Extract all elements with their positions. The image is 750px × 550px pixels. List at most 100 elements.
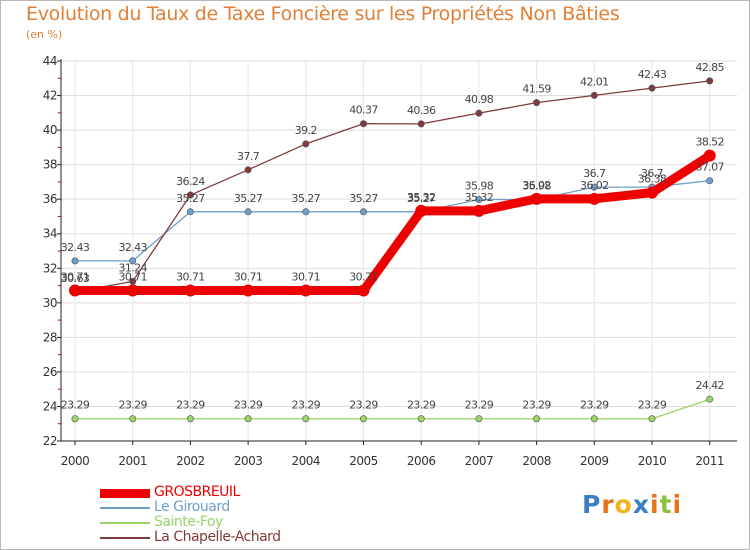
data-point	[245, 209, 251, 215]
data-label: 23.29	[292, 399, 321, 412]
legend-swatch	[100, 489, 150, 498]
y-tick-label: 40	[43, 123, 57, 137]
y-tick-label: 32	[43, 261, 57, 275]
data-label: 35.98	[465, 180, 494, 193]
data-point	[649, 416, 655, 422]
data-point	[588, 193, 600, 205]
data-point	[533, 99, 539, 105]
data-point	[415, 205, 427, 217]
data-label: 35.27	[292, 192, 321, 205]
data-point	[649, 85, 655, 91]
proxiti-logo: Proxiti	[582, 490, 682, 519]
data-label: 35.27	[234, 192, 263, 205]
logo-letter: r	[601, 490, 614, 519]
data-point	[187, 416, 193, 422]
data-point	[418, 121, 424, 127]
data-label: 23.29	[522, 399, 551, 412]
data-point	[245, 416, 251, 422]
series-line-sainte-foy	[75, 399, 710, 419]
y-tick-label: 36	[43, 192, 57, 206]
data-point	[72, 416, 78, 422]
legend-swatch	[100, 507, 150, 509]
data-label: 35.27	[349, 192, 378, 205]
y-tick-label: 42	[43, 89, 57, 103]
data-label: 40.37	[349, 104, 378, 117]
data-label: 35.32	[465, 191, 494, 204]
data-point	[360, 416, 366, 422]
data-point	[130, 416, 136, 422]
x-tick-label: 2006	[407, 454, 436, 468]
data-label: 35.27	[407, 192, 436, 205]
data-label: 32.43	[61, 241, 90, 254]
data-label: 23.29	[638, 399, 667, 412]
logo-letter: t	[660, 490, 673, 519]
data-point	[72, 258, 78, 264]
legend-label: GROSBREUIL	[154, 484, 240, 500]
data-label: 38.52	[695, 136, 724, 149]
data-point	[300, 285, 312, 297]
data-point	[69, 285, 81, 297]
y-tick-label: 34	[43, 227, 57, 241]
data-point	[591, 416, 597, 422]
data-point	[303, 141, 309, 147]
data-point	[418, 416, 424, 422]
data-label: 37.7	[237, 150, 260, 163]
data-label: 36.7	[583, 167, 606, 180]
data-point	[358, 285, 370, 297]
series-line-la-chapelle-achard	[75, 81, 710, 292]
data-label: 36.02	[580, 179, 609, 192]
legend-label: La Chapelle-Achard	[154, 529, 281, 545]
data-point	[303, 416, 309, 422]
x-tick-label: 2011	[695, 454, 724, 468]
x-tick-label: 2000	[61, 454, 90, 468]
data-point	[360, 209, 366, 215]
data-label: 23.29	[61, 399, 90, 412]
data-point	[245, 167, 251, 173]
data-label: 30.71	[176, 271, 205, 284]
data-label: 30.63	[61, 272, 90, 285]
data-point	[707, 78, 713, 84]
data-point	[476, 416, 482, 422]
legend-item: La Chapelle-Achard	[100, 531, 340, 546]
data-point	[187, 209, 193, 215]
data-point	[707, 396, 713, 402]
logo-letter: i	[673, 490, 683, 519]
data-label: 41.59	[522, 83, 551, 96]
x-tick-label: 2009	[580, 454, 609, 468]
legend-swatch	[100, 522, 150, 524]
y-tick-label: 44	[43, 54, 57, 68]
logo-letter: x	[633, 490, 650, 519]
logo-letter: P	[582, 490, 601, 519]
legend-label: Sainte-Foy	[154, 514, 223, 530]
data-point	[127, 285, 139, 297]
y-tick-label: 26	[43, 365, 57, 379]
data-point	[242, 285, 254, 297]
data-point	[707, 178, 713, 184]
data-label: 23.29	[118, 399, 147, 412]
data-label: 32.43	[118, 241, 147, 254]
data-label: 37.07	[695, 161, 724, 174]
data-point	[646, 187, 658, 199]
legend-swatch	[100, 537, 150, 539]
data-label: 24.42	[695, 379, 724, 392]
data-label: 42.01	[580, 75, 609, 88]
data-label: 23.29	[465, 399, 494, 412]
data-label: 30.71	[292, 271, 321, 284]
data-point	[531, 193, 543, 205]
data-label: 35.98	[522, 180, 551, 193]
x-tick-label: 2004	[292, 454, 321, 468]
y-tick-label: 38	[43, 158, 57, 172]
line-chart: 2224262830323436384042442000 2001 2002 2003…	[0, 0, 750, 550]
legend-label: Le Girouard	[154, 499, 230, 515]
data-label: 39.2	[295, 124, 317, 137]
data-label: 23.29	[176, 399, 205, 412]
series-line-grosbreuil	[75, 156, 710, 291]
data-label: 23.29	[407, 399, 436, 412]
data-label: 42.85	[695, 61, 724, 74]
data-point	[360, 121, 366, 127]
data-label: 36.7	[641, 167, 664, 180]
data-label: 23.29	[349, 399, 378, 412]
data-label: 40.36	[407, 104, 436, 117]
data-label: 31.24	[118, 261, 147, 274]
data-point	[473, 205, 485, 217]
